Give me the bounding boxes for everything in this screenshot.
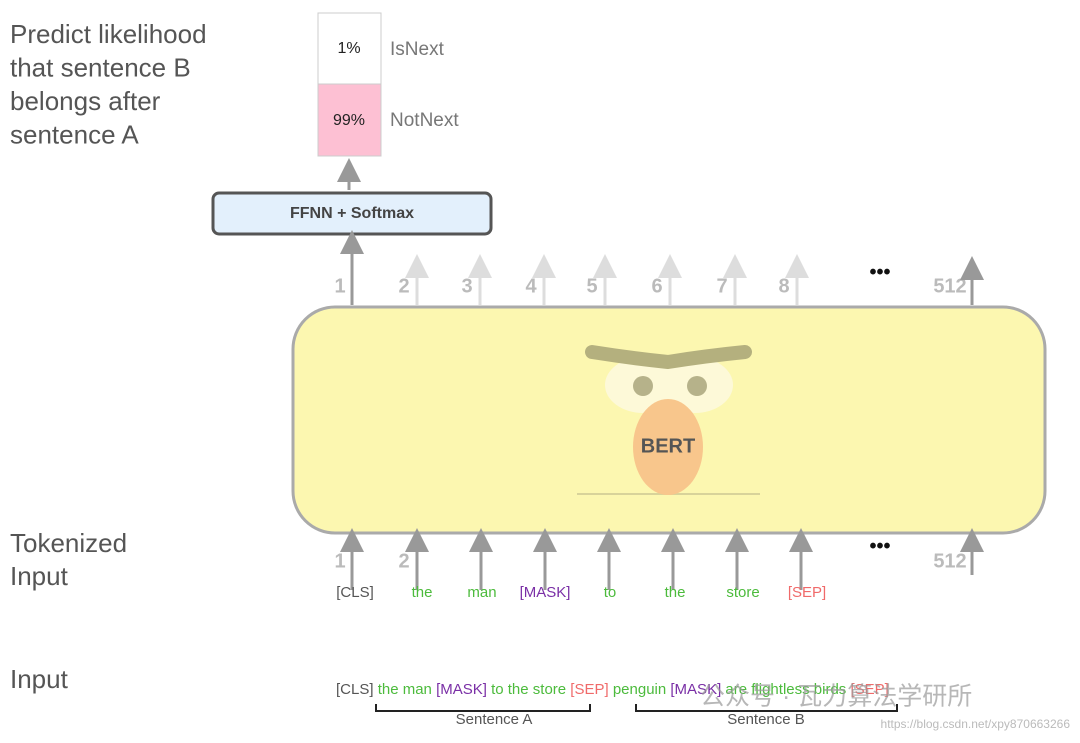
notnext-label: NotNext xyxy=(390,110,459,131)
position-label: 3 xyxy=(461,275,472,297)
isnext-cell xyxy=(317,12,382,85)
position-label: ••• xyxy=(869,261,890,283)
caption-line: sentence A xyxy=(10,119,139,149)
caption-line: Predict likelihood xyxy=(10,19,207,49)
bracket xyxy=(635,704,898,712)
sentence-piece: [CLS] xyxy=(336,681,378,698)
position-label: 512 xyxy=(933,275,966,297)
sentence-piece: penguin xyxy=(613,681,671,698)
token: the xyxy=(412,584,433,601)
position-label: 6 xyxy=(651,275,662,297)
position-label: 7 xyxy=(716,275,727,297)
position-label: 8 xyxy=(778,275,789,297)
token: [SEP] xyxy=(788,584,826,601)
notnext-prob: 99% xyxy=(333,112,365,129)
sentence-piece: [SEP] xyxy=(850,681,888,698)
caption-line: belongs after xyxy=(10,86,161,116)
tokenized-label: Input xyxy=(10,561,69,591)
isnext-prob: 1% xyxy=(337,40,360,57)
model-label: BERT xyxy=(641,435,695,457)
position-label: ••• xyxy=(869,535,890,557)
tokenized-label: Tokenized xyxy=(10,528,127,558)
position-label: 2 xyxy=(398,550,409,572)
bracket xyxy=(375,704,591,712)
token: store xyxy=(726,584,759,601)
sentence-b: Sentence B xyxy=(727,711,805,728)
isnext-label: IsNext xyxy=(390,39,445,60)
input-positions: 1 2 ••• 512 [CLS] the man [MASK] to the store [SEP] xyxy=(334,528,984,601)
notnext-cell xyxy=(317,83,382,157)
token: [CLS] xyxy=(336,584,374,601)
token: [MASK] xyxy=(520,584,571,601)
sentence-piece: [MASK] xyxy=(670,681,725,698)
output-positions: 1 2 3 4 5 6 7 8 ••• 512 xyxy=(334,254,984,305)
token: to xyxy=(604,584,617,601)
position-label: 4 xyxy=(525,275,537,297)
input-sentence: [CLS] the man [MASK] to the store [SEP] … xyxy=(336,681,889,698)
position-label: 1 xyxy=(334,275,345,297)
input-label: Input xyxy=(10,664,69,694)
bert-face xyxy=(577,345,760,495)
sentence-piece: to the store xyxy=(491,681,570,698)
caption-line: that sentence B xyxy=(10,52,191,82)
token: the xyxy=(665,584,686,601)
position-label: 5 xyxy=(586,275,597,297)
ffnn-label: FFNN + Softmax xyxy=(290,205,414,222)
token: man xyxy=(467,584,496,601)
sentence-piece: [MASK] xyxy=(436,681,491,698)
position-label: 1 xyxy=(334,550,345,572)
sentence-a: Sentence A xyxy=(456,711,533,728)
sentence-piece: are flightless birds xyxy=(725,681,850,698)
sentence-piece: [SEP] xyxy=(570,681,613,698)
sentence-piece: the man xyxy=(378,681,436,698)
position-label: 2 xyxy=(398,275,409,297)
url: https://blog.csdn.net/xpy870663266 xyxy=(881,717,1071,731)
position-label: 512 xyxy=(933,550,966,572)
watermark: 公众号 · 瓦力算法学研所 xyxy=(700,683,972,711)
